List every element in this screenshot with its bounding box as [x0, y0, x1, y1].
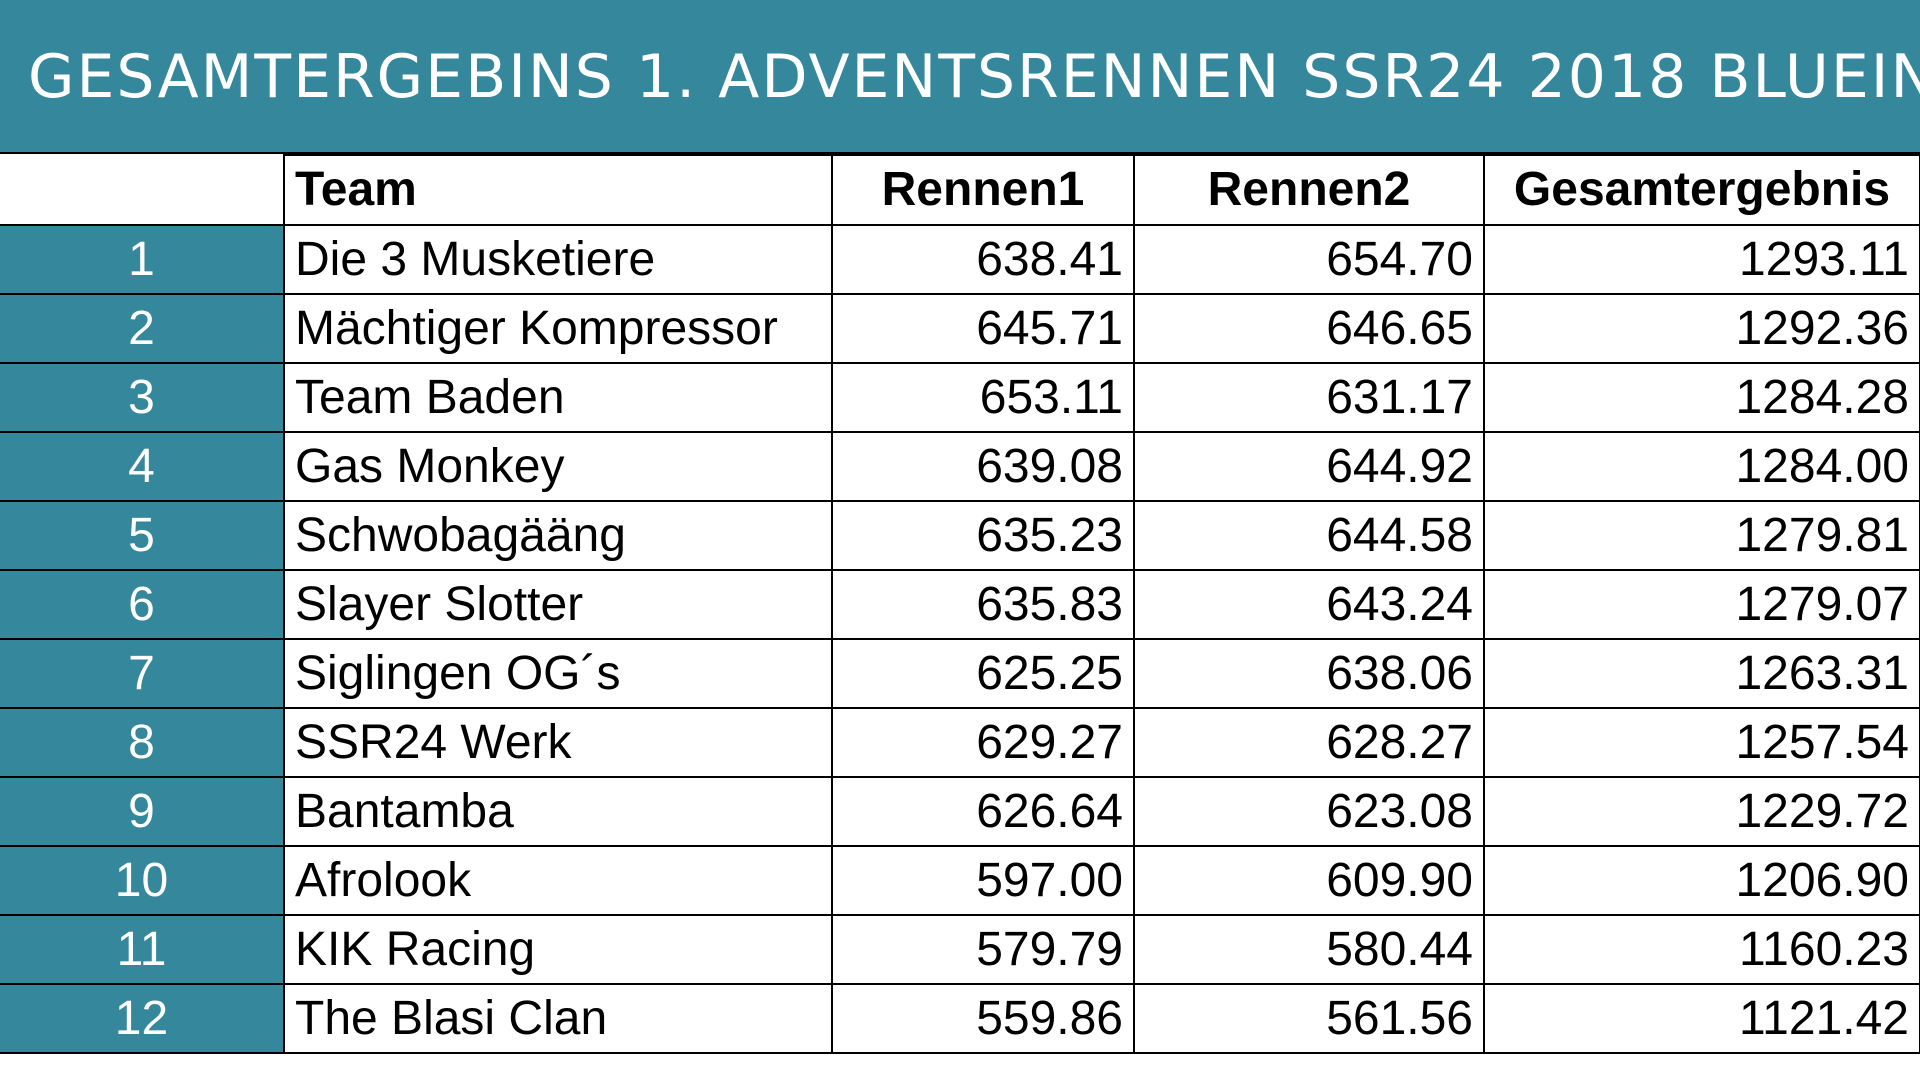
- rank-cell: 4: [0, 431, 285, 502]
- rennen1-cell: 638.41: [831, 224, 1135, 295]
- gesamt-header: Gesamtergebnis: [1483, 154, 1920, 226]
- gesamt-cell: 1257.54: [1483, 707, 1920, 778]
- rank-cell: 8: [0, 707, 285, 778]
- rennen2-cell: 644.58: [1133, 500, 1485, 571]
- gesamt-cell: 1292.36: [1483, 293, 1920, 364]
- team-cell: Gas Monkey: [283, 431, 833, 502]
- rennen1-cell: 645.71: [831, 293, 1135, 364]
- team-header: Team: [283, 154, 833, 226]
- gesamt-cell: 1284.00: [1483, 431, 1920, 502]
- gesamt-cell: 1279.07: [1483, 569, 1920, 640]
- rennen1-cell: 635.23: [831, 500, 1135, 571]
- rennen2-cell: 654.70: [1133, 224, 1485, 295]
- table-row: 6 Slayer Slotter 635.83 643.24 1279.07: [0, 569, 1920, 640]
- header-row: Team Rennen1 Rennen2 Gesamtergebnis: [0, 154, 1920, 226]
- rennen1-cell: 653.11: [831, 362, 1135, 433]
- team-cell: Slayer Slotter: [283, 569, 833, 640]
- table-row: 7 Siglingen OG´s 625.25 638.06 1263.31: [0, 638, 1920, 709]
- rennen2-header: Rennen2: [1133, 154, 1485, 226]
- gesamt-cell: 1229.72: [1483, 776, 1920, 847]
- gesamt-cell: 1121.42: [1483, 983, 1920, 1054]
- results-table: Team Rennen1 Rennen2 Gesamtergebnis 1 Di…: [0, 154, 1920, 1054]
- rennen2-cell: 643.24: [1133, 569, 1485, 640]
- rennen1-cell: 559.86: [831, 983, 1135, 1054]
- rennen2-cell: 623.08: [1133, 776, 1485, 847]
- gesamt-cell: 1284.28: [1483, 362, 1920, 433]
- gesamt-cell: 1160.23: [1483, 914, 1920, 985]
- gesamt-cell: 1206.90: [1483, 845, 1920, 916]
- team-cell: Mächtiger Kompressor: [283, 293, 833, 364]
- gesamt-cell: 1263.31: [1483, 638, 1920, 709]
- rank-cell: 3: [0, 362, 285, 433]
- rennen2-cell: 609.90: [1133, 845, 1485, 916]
- rennen2-cell: 644.92: [1133, 431, 1485, 502]
- title-banner: GESAMTERGEBINS 1. ADVENTSRENNEN SSR24 20…: [0, 0, 1920, 154]
- rennen1-cell: 625.25: [831, 638, 1135, 709]
- team-cell: Die 3 Musketiere: [283, 224, 833, 295]
- table-row: 9 Bantamba 626.64 623.08 1229.72: [0, 776, 1920, 847]
- rennen2-cell: 561.56: [1133, 983, 1485, 1054]
- rennen1-cell: 597.00: [831, 845, 1135, 916]
- table-row: 4 Gas Monkey 639.08 644.92 1284.00: [0, 431, 1920, 502]
- team-cell: Schwobagääng: [283, 500, 833, 571]
- table-row: 5 Schwobagääng 635.23 644.58 1279.81: [0, 500, 1920, 571]
- rennen1-cell: 635.83: [831, 569, 1135, 640]
- team-cell: Bantamba: [283, 776, 833, 847]
- table-row: 11 KIK Racing 579.79 580.44 1160.23: [0, 914, 1920, 985]
- rennen2-cell: 580.44: [1133, 914, 1485, 985]
- table-row: 1 Die 3 Musketiere 638.41 654.70 1293.11: [0, 224, 1920, 295]
- rank-cell: 11: [0, 914, 285, 985]
- rank-cell: 5: [0, 500, 285, 571]
- rank-cell: 7: [0, 638, 285, 709]
- table-row: 10 Afrolook 597.00 609.90 1206.90: [0, 845, 1920, 916]
- rank-header: [0, 155, 285, 226]
- rennen2-cell: 638.06: [1133, 638, 1485, 709]
- rennen2-cell: 628.27: [1133, 707, 1485, 778]
- rennen1-header: Rennen1: [831, 154, 1135, 226]
- gesamt-cell: 1293.11: [1483, 224, 1920, 295]
- rennen1-cell: 639.08: [831, 431, 1135, 502]
- team-cell: Afrolook: [283, 845, 833, 916]
- rennen1-cell: 579.79: [831, 914, 1135, 985]
- rank-cell: 9: [0, 776, 285, 847]
- rank-cell: 2: [0, 293, 285, 364]
- rank-cell: 1: [0, 224, 285, 295]
- team-cell: SSR24 Werk: [283, 707, 833, 778]
- rennen2-cell: 646.65: [1133, 293, 1485, 364]
- team-cell: Team Baden: [283, 362, 833, 433]
- rennen1-cell: 626.64: [831, 776, 1135, 847]
- rank-cell: 10: [0, 845, 285, 916]
- table-row: 8 SSR24 Werk 629.27 628.27 1257.54: [0, 707, 1920, 778]
- team-cell: The Blasi Clan: [283, 983, 833, 1054]
- rank-cell: 6: [0, 569, 285, 640]
- team-cell: KIK Racing: [283, 914, 833, 985]
- rennen2-cell: 631.17: [1133, 362, 1485, 433]
- team-cell: Siglingen OG´s: [283, 638, 833, 709]
- table-row: 12 The Blasi Clan 559.86 561.56 1121.42: [0, 983, 1920, 1054]
- table-row: 3 Team Baden 653.11 631.17 1284.28: [0, 362, 1920, 433]
- rennen1-cell: 629.27: [831, 707, 1135, 778]
- page-title: GESAMTERGEBINS 1. ADVENTSRENNEN SSR24 20…: [28, 42, 1920, 112]
- rank-cell: 12: [0, 983, 285, 1054]
- table-row: 2 Mächtiger Kompressor 645.71 646.65 129…: [0, 293, 1920, 364]
- gesamt-cell: 1279.81: [1483, 500, 1920, 571]
